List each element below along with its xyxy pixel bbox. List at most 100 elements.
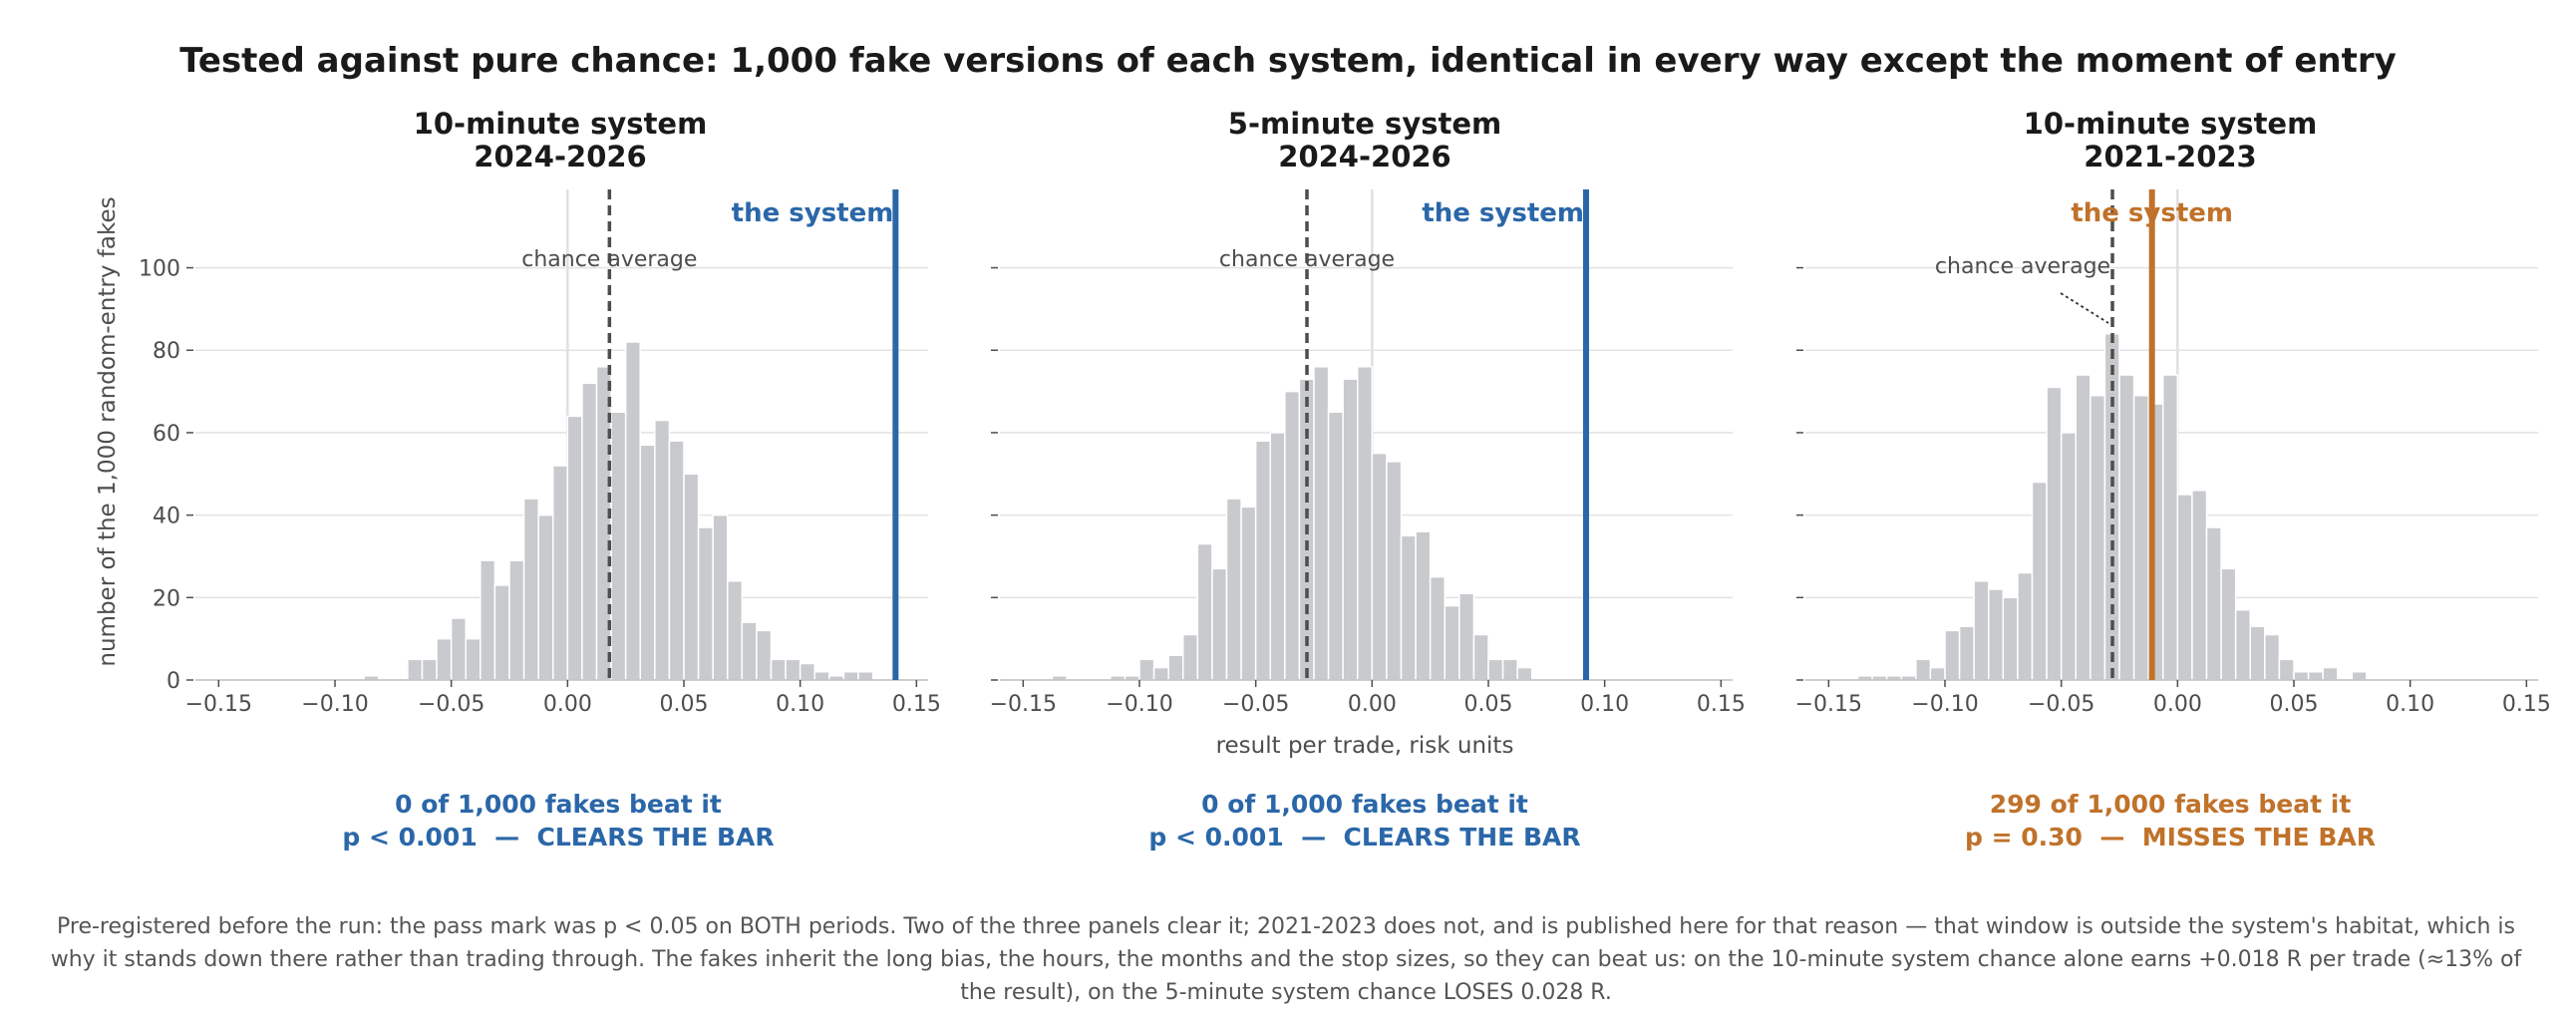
x-tick-label: −0.05: [1222, 692, 1289, 717]
x-tick-label: 0.15: [2502, 692, 2551, 717]
histogram-bar: [1371, 452, 1388, 681]
panel-3: 10-minute system 2021-2023 −0.15 −0.10 −0.…: [1795, 107, 2551, 852]
histogram-bar: [712, 513, 729, 681]
chance-average-arrow: [2060, 292, 2109, 324]
histogram-bar: [683, 473, 700, 681]
panel-1-plot: −0.15 −0.10 −0.05 0.00 0.05 0.10 0.15 0 20 40 60 80…: [139, 189, 941, 717]
x-tick-label: −0.10: [1911, 692, 1978, 717]
histogram-bar: [2017, 571, 2034, 681]
footnote-line-3: the result), on the 5-minute system chan…: [960, 980, 1612, 1005]
y-tick-label: 20: [153, 586, 180, 611]
x-tick-label: −0.15: [990, 692, 1057, 717]
histogram-bar: [2234, 608, 2252, 681]
histogram-bar: [1313, 366, 1330, 681]
panel-1-title-line1: 10-minute system: [414, 107, 708, 141]
histogram-bar: [552, 465, 569, 681]
histogram-bar: [1327, 411, 1344, 681]
histogram-bar: [2191, 490, 2208, 681]
histogram-bar: [1444, 604, 1460, 681]
histogram-bar: [1342, 378, 1359, 681]
histogram-bar: [610, 411, 627, 681]
histogram-bar: [2162, 374, 2179, 681]
histogram-bar: [1138, 658, 1155, 681]
histogram-bar: [2060, 432, 2078, 681]
panel-2-title-line1: 5-minute system: [1228, 107, 1501, 141]
histogram-bar: [1167, 654, 1184, 681]
histogram-bar: [1269, 432, 1286, 681]
panel-2-verdict-line1: 0 of 1,000 fakes beat it: [1201, 790, 1528, 819]
y-tick-label: 60: [153, 422, 180, 447]
x-tick-label: 0.05: [660, 692, 709, 717]
panel-3-plot: −0.15 −0.10 −0.05 0.00 0.05 0.10 0.15 the syste…: [1795, 189, 2551, 717]
histogram-bar: [522, 498, 539, 681]
histogram-bar: [2090, 394, 2106, 681]
x-tick-label: 0.10: [1580, 692, 1629, 717]
histogram-bar: [1472, 633, 1489, 681]
histogram-bar: [2220, 567, 2237, 681]
footnote-line-1: Pre-registered before the run: the pass …: [57, 914, 2515, 939]
footnote-line-2: why it stands down there rather than tra…: [51, 947, 2523, 972]
histogram-bar: [421, 658, 438, 681]
histogram-bar: [727, 580, 744, 681]
histogram-bar: [436, 637, 453, 681]
histogram-bar: [654, 419, 671, 681]
histogram-bar: [1400, 534, 1417, 681]
histogram-bar: [1240, 506, 1257, 681]
histogram-bar: [508, 559, 525, 681]
chance-average-label: chance average: [1219, 247, 1395, 272]
panel-1-title-line2: 2024-2026: [474, 140, 646, 173]
histogram-bar: [2293, 670, 2310, 681]
histogram-bar: [624, 341, 642, 681]
x-tick-label: −0.05: [2028, 692, 2094, 717]
histogram-bar: [2307, 670, 2324, 681]
histogram-bar: [2031, 481, 2048, 681]
histogram-bar: [1429, 575, 1446, 681]
x-tick-label: −0.10: [301, 692, 368, 717]
histogram-bar: [1415, 530, 1432, 681]
histogram-bar: [668, 440, 685, 681]
histogram-bar: [2132, 394, 2149, 681]
histogram-bar: [493, 584, 510, 681]
histogram-bar: [2322, 666, 2339, 681]
histogram-bar: [1915, 658, 1932, 681]
histogram-bar: [1254, 440, 1271, 681]
histogram-bar: [1284, 390, 1301, 681]
histogram-bar: [785, 658, 802, 681]
histogram-bar: [2205, 526, 2222, 681]
histogram-bar: [756, 629, 773, 681]
histogram-bar: [2351, 670, 2368, 681]
system-label: the system: [2071, 198, 2233, 228]
histogram-bar: [407, 658, 424, 681]
panel-3-title-line2: 2021-2023: [2084, 140, 2256, 173]
histogram-bar: [813, 670, 830, 681]
y-tick-label: 0: [166, 669, 180, 694]
histogram-bar: [697, 526, 714, 681]
chance-average-label: chance average: [521, 247, 697, 272]
x-tick-label: 0.00: [1348, 692, 1397, 717]
histogram-bar: [799, 662, 816, 681]
histogram-bar: [1944, 629, 1961, 681]
histogram-bar: [2176, 494, 2193, 681]
histogram-bar: [1196, 542, 1213, 681]
y-tick-label: 100: [139, 257, 180, 282]
histogram-bar: [1225, 498, 1242, 681]
histogram-bar: [770, 658, 787, 681]
histogram-bar: [1386, 461, 1403, 681]
panel-2: 5-minute system 2024-2026 −0.15 −0.10 −0.0…: [990, 107, 1746, 852]
x-tick-label: −0.15: [1795, 692, 1862, 717]
histogram-bar: [1501, 658, 1518, 681]
x-tick-label: 0.05: [1464, 692, 1513, 717]
histogram-bar: [1458, 592, 1475, 681]
histogram-bar: [2002, 596, 2019, 681]
histogram-bar: [2249, 625, 2266, 681]
x-tick-label: −0.15: [185, 692, 252, 717]
x-tick-label: 0.15: [892, 692, 941, 717]
x-tick-label: 0.15: [1697, 692, 1746, 717]
histogram-bar: [1152, 666, 1169, 681]
histogram-bar: [1357, 366, 1374, 681]
panel-2-title-line2: 2024-2026: [1278, 140, 1450, 173]
system-label: the system: [1422, 198, 1584, 228]
y-tick-label: 40: [153, 505, 180, 529]
system-label: the system: [732, 198, 894, 228]
panel-3-title-line1: 10-minute system: [2024, 107, 2318, 141]
